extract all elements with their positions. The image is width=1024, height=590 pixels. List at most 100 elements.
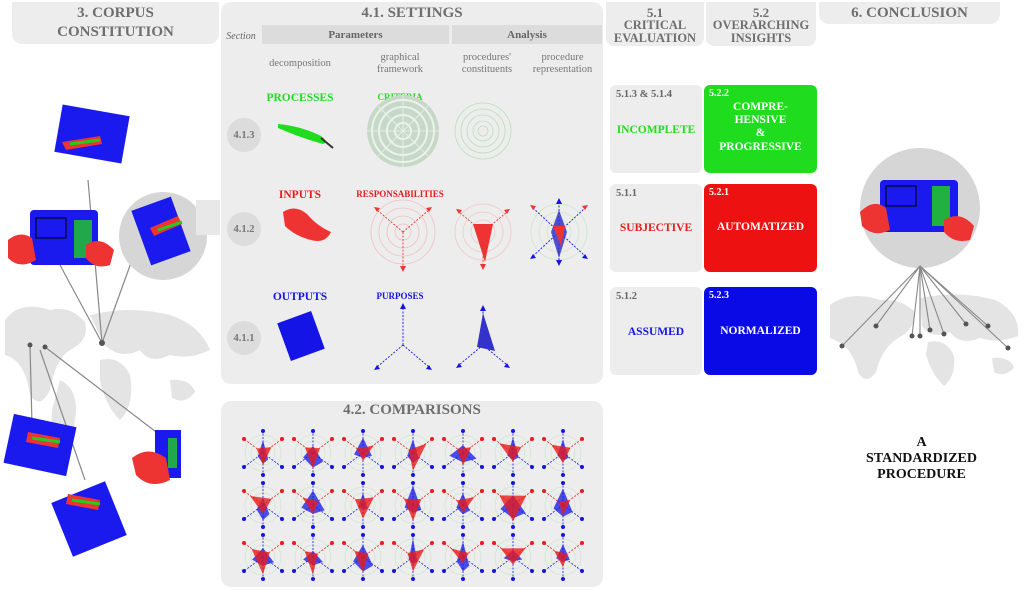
parameters-label: Parameters [328, 29, 383, 41]
inputs-decomposition-icon [283, 208, 331, 241]
comparison-radar [342, 533, 384, 581]
conclusion-title: 6. CONCLUSION [851, 5, 968, 21]
comparisons-title: 4.2. COMPARISONS [343, 402, 481, 418]
critical-label-incomplete: INCOMPLETE [616, 124, 696, 136]
analysis-label: Analysis [507, 29, 547, 41]
insights-header-bar [706, 2, 816, 46]
insight-num-normalized: 5.2.3 [709, 290, 729, 301]
critical-box-incomplete [610, 85, 702, 173]
critical-title-line3: EVALUATION [613, 30, 697, 45]
settings-graphics [277, 95, 588, 370]
comparison-radar [292, 429, 334, 477]
comparison-radar [392, 429, 434, 477]
world-map-right [830, 294, 1019, 386]
insights-title-line1: 5.2 [752, 5, 770, 20]
insight-box-automatized: 5.2.1 AUTOMATIZED [704, 184, 817, 272]
insights-title: 5.2 OVERARCHING INSIGHTS [706, 6, 816, 44]
analysis-header [452, 25, 602, 44]
conclusion-result-line1: A [916, 435, 927, 450]
inputs-constituents-icon [454, 203, 512, 270]
comparison-radar [492, 533, 534, 581]
insight-num-comprehensive: 5.2.2 [709, 88, 729, 99]
row-responsabilities-label: RESPONSABILITIES [356, 189, 444, 199]
critical-num-assumed: 5.1.2 [616, 291, 637, 302]
insight-text-normalized: NORMALIZED [720, 325, 801, 337]
purposes-radar-icon [374, 303, 432, 370]
processes-constituents-icon [454, 102, 512, 160]
insight-text-line2: HENSIVE [734, 114, 787, 127]
critical-title-line2: CRITICAL [623, 18, 687, 32]
insight-box-normalized: 5.2.3 NORMALIZED [704, 287, 817, 375]
critical-box-subjective [610, 184, 702, 272]
map-pin [42, 344, 48, 350]
standardized-tablet-icon [860, 180, 974, 241]
conclusion-result-line2: STANDARDIZED [866, 451, 977, 467]
critical-label-subjective: SUBJECTIVE [619, 222, 693, 234]
comparison-radar [542, 533, 584, 581]
document-blue-zoom [131, 196, 191, 266]
section-4-1-3-badge: 4.1.3 [227, 118, 261, 152]
insights-title-line3: INSIGHTS [730, 30, 792, 45]
criteria-radar-icon [367, 95, 439, 167]
comparison-grid [242, 429, 584, 581]
comparison-radar [292, 481, 334, 529]
settings-title: 4.1. SETTINGS [361, 5, 463, 21]
insight-box-comprehensive: 5.2.2 COMPRE- HENSIVE & PROGRESSIVE [704, 85, 817, 173]
processes-decomposition-icon [278, 124, 334, 149]
comparison-radar [542, 481, 584, 529]
insight-text-line3: & [755, 127, 766, 140]
insight-text-comprehensive: COMPRE- HENSIVE & PROGRESSIVE [704, 101, 817, 154]
responsabilities-radar-icon [370, 199, 436, 272]
column-graphical-framework: graphical framework [376, 52, 424, 76]
column-decomposition: decomposition [269, 58, 331, 69]
settings-panel [221, 2, 603, 384]
outputs-decomposition-icon [277, 311, 325, 361]
critical-title: 5.1 CRITICAL EVALUATION [606, 6, 704, 44]
row-purposes-label: PURPOSES [376, 291, 424, 301]
critical-column-bg [606, 380, 704, 400]
corpus-title-line1: 3. CORPUS [77, 5, 154, 21]
conclusion-illustration [830, 148, 1019, 386]
comparison-radar [242, 533, 284, 581]
conclusion-result-line3: PROCEDURE [877, 467, 966, 483]
section-4-1-1-badge: 4.1.1 [227, 321, 261, 355]
critical-label-assumed: ASSUMED [627, 326, 685, 338]
corpus-illustration [3, 104, 220, 557]
critical-num-subjective: 5.1.1 [616, 188, 637, 199]
document-blue-bottom-center [51, 481, 127, 557]
critical-num-incomplete: 5.1.3 & 5.1.4 [616, 89, 672, 100]
inputs-representation-icon [530, 198, 588, 266]
column-procedure-representation: procedure representation [532, 52, 593, 76]
corpus-title-line2: CONSTITUTION [57, 24, 174, 40]
comparison-radar [292, 533, 334, 581]
comparison-radar [492, 481, 534, 529]
insight-text-line4: PROGRESSIVE [719, 140, 802, 153]
document-blue-bottom-left [3, 413, 77, 477]
comparison-radar [442, 481, 484, 529]
document-blue-tablet [8, 210, 114, 267]
outputs-constituents-icon [456, 305, 510, 368]
settings-section-label: Section [226, 31, 256, 42]
insight-text-line1: COMPRE- [733, 101, 788, 113]
comparison-radar [242, 481, 284, 529]
comparison-radar [392, 481, 434, 529]
critical-box-assumed [610, 287, 702, 375]
insight-text-automatized: AUTOMATIZED [716, 221, 805, 233]
critical-header-bar [606, 2, 704, 46]
comparison-radar [442, 429, 484, 477]
comparison-radar [542, 429, 584, 477]
map-pin [27, 342, 33, 348]
section-4-1-2-badge: 4.1.2 [227, 212, 261, 246]
comparison-radar [442, 533, 484, 581]
corpus-header-bar [12, 2, 219, 44]
map-pin [99, 340, 105, 346]
row-processes-label: PROCESSES [266, 92, 334, 104]
conclusion-result: A STANDARDIZED PROCEDURE [819, 435, 1024, 483]
corpus-title: 3. CORPUS CONSTITUTION [12, 6, 219, 40]
comparison-radar [392, 533, 434, 581]
comparison-radar [342, 429, 384, 477]
conclusion-links [841, 265, 1009, 349]
row-inputs-label: INPUTS [278, 189, 322, 201]
column-procedures-constituents: procedures' constituents [461, 52, 513, 76]
critical-title-line1: 5.1 [646, 5, 664, 20]
